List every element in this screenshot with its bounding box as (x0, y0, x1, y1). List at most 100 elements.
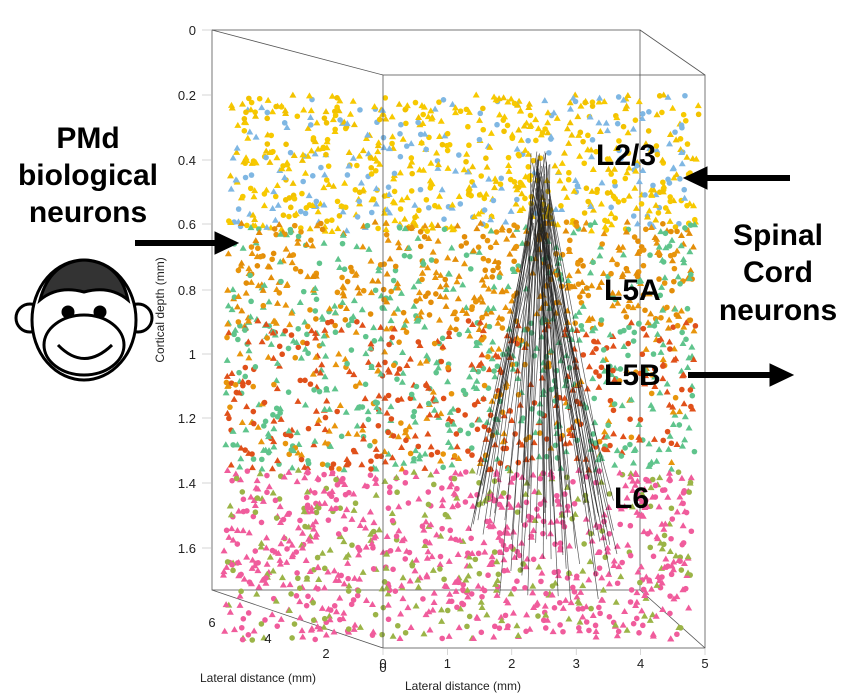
neuron-marker (321, 145, 327, 151)
neuron-marker (463, 240, 469, 246)
neuron-marker (605, 422, 611, 428)
neuron-marker (269, 611, 276, 617)
neuron-marker (514, 146, 521, 152)
neuron-marker (375, 226, 381, 232)
neuron-marker (669, 288, 675, 294)
neuron-marker (460, 587, 466, 593)
box-edge (212, 30, 383, 75)
neuron-marker (441, 576, 447, 582)
neuron-marker (640, 623, 646, 629)
neuron-marker (679, 387, 685, 393)
neuron-marker (490, 634, 497, 640)
neuron-marker (354, 163, 360, 169)
neuron-marker (246, 632, 252, 638)
neuron-marker (282, 302, 289, 308)
neuron-marker (403, 317, 410, 323)
neuron-marker (230, 154, 237, 160)
neuron-marker (485, 354, 491, 360)
neuron-marker (625, 129, 632, 135)
neuron-marker (557, 622, 563, 628)
neuron-marker (467, 492, 474, 498)
neuron-marker (505, 623, 511, 629)
neuron-marker (322, 426, 329, 432)
neuron-marker (389, 416, 395, 422)
neuron-marker (324, 218, 330, 224)
neuron-marker (323, 152, 329, 158)
neuron-marker (375, 139, 382, 145)
neuron-marker (478, 173, 484, 179)
neuron-marker (244, 223, 250, 229)
neuron-marker (580, 139, 586, 145)
neuron-marker (554, 493, 560, 499)
neuron-marker (426, 502, 432, 508)
neuron-marker (304, 273, 311, 279)
neuron-marker (633, 205, 640, 211)
neuron-marker (595, 119, 602, 125)
neuron-marker (274, 182, 281, 188)
neuron-marker (370, 545, 376, 551)
neuron-marker (500, 556, 507, 562)
neuron-marker (598, 179, 605, 185)
neuron-marker (390, 518, 396, 524)
neuron-marker (669, 105, 676, 111)
neuron-marker (420, 596, 426, 602)
neuron-marker (432, 341, 438, 347)
neuron-marker (674, 631, 680, 637)
neuron-marker (485, 176, 492, 182)
neuron-marker (294, 593, 300, 599)
neuron-marker (313, 119, 320, 125)
neuron-marker (580, 263, 586, 269)
neuron-marker (282, 328, 288, 334)
neuron-marker (643, 346, 650, 352)
neuron-marker (511, 586, 517, 592)
neuron-marker (485, 572, 491, 578)
neuron-marker (305, 350, 311, 356)
neuron-marker (237, 455, 244, 461)
neuron-marker (683, 337, 689, 343)
neuron-marker (441, 97, 447, 103)
neuron-marker (582, 210, 588, 216)
neuron-marker (433, 370, 439, 376)
arrowhead (684, 167, 707, 189)
neuron-marker (673, 441, 680, 447)
neuron-marker (416, 295, 423, 301)
neuron-marker (244, 508, 250, 514)
neuron-marker (241, 616, 247, 622)
neuron-marker (567, 119, 574, 125)
neuron-marker (468, 266, 474, 272)
neuron-marker (359, 322, 366, 328)
neuron-marker (671, 279, 677, 285)
neuron-marker (455, 551, 462, 557)
neuron-marker (452, 476, 458, 482)
neuron-marker (413, 557, 420, 563)
neuron-marker (363, 334, 369, 340)
neuron-marker (641, 613, 648, 619)
neuron-marker (321, 327, 328, 333)
neuron-marker (305, 505, 311, 511)
neuron-marker (681, 195, 688, 201)
neuron-marker (263, 155, 269, 161)
neuron-marker (319, 550, 326, 556)
neuron-marker (670, 516, 676, 522)
neuron-marker (370, 324, 377, 330)
neuron-marker (502, 304, 509, 310)
neuron-marker (227, 172, 234, 178)
neuron-marker (397, 169, 404, 175)
neuron-marker (418, 229, 424, 235)
neuron-marker (513, 622, 520, 628)
neuron-marker (269, 465, 276, 471)
neuron-marker (366, 417, 372, 423)
neuron-marker (593, 623, 599, 629)
neuron-marker (438, 118, 445, 124)
neuron-marker (651, 351, 657, 357)
neuron-marker (634, 616, 640, 622)
neuron-marker (491, 283, 498, 289)
neuron-marker (336, 264, 343, 270)
neuron-marker (586, 363, 593, 369)
neuron-marker (420, 630, 427, 636)
neuron-marker (418, 187, 424, 193)
neuron-marker (543, 625, 549, 631)
neuron-marker (308, 381, 314, 387)
neuron-marker (356, 153, 363, 159)
neuron-marker (653, 483, 659, 489)
